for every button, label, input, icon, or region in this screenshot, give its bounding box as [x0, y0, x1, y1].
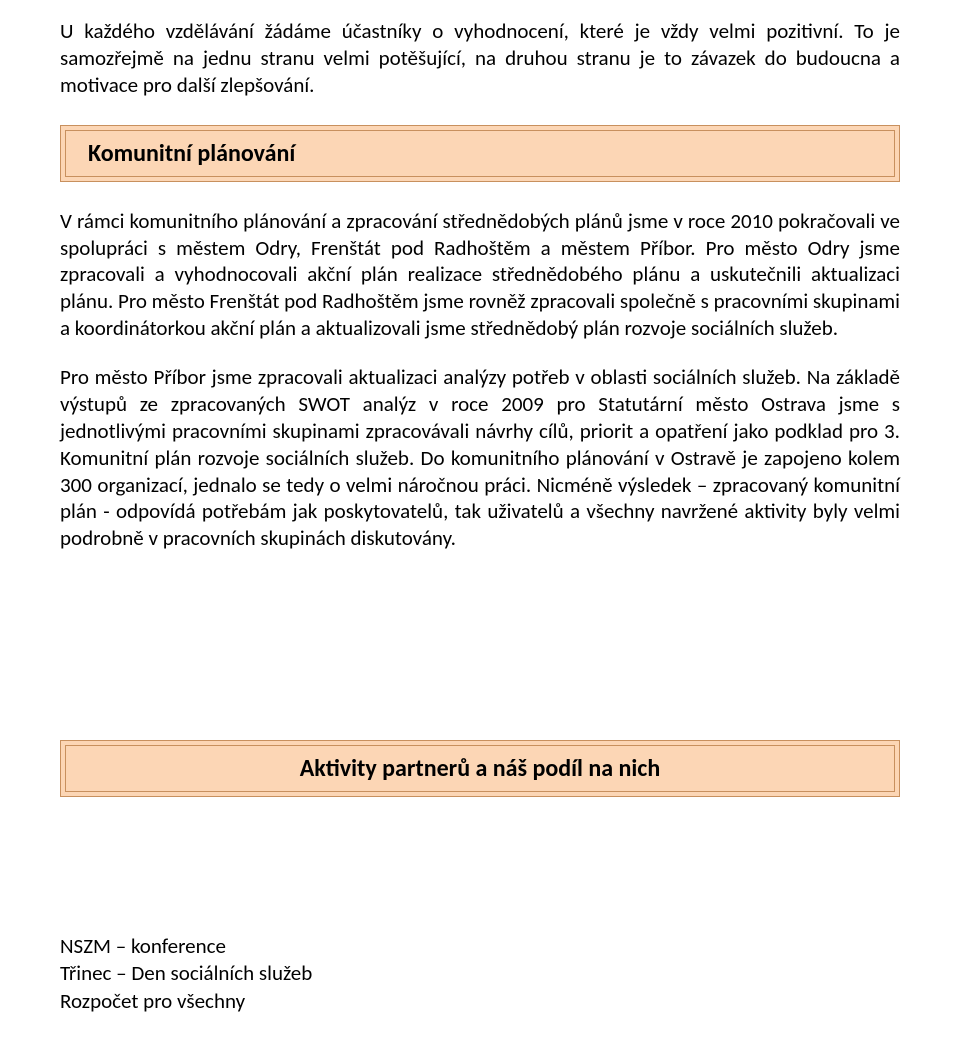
komunitni-paragraph-2: Pro město Příbor jsme zpracovali aktuali…: [60, 364, 900, 552]
heading-text: Aktivity partnerů a náš podíl na nich: [88, 754, 872, 783]
heading-aktivity-partneru: Aktivity partnerů a náš podíl na nich: [60, 740, 900, 797]
footer-line-2: Třinec – Den sociálních služeb: [60, 960, 900, 987]
page: U každého vzdělávání žádáme účastníky o …: [0, 0, 960, 1055]
footer-list: NSZM – konference Třinec – Den sociálníc…: [60, 933, 900, 1015]
heading-inner: Aktivity partnerů a náš podíl na nich: [65, 745, 895, 792]
footer-line-3: Rozpočet pro všechny: [60, 988, 900, 1015]
spacer: [60, 574, 900, 714]
heading-komunitni-planovani: Komunitní plánování: [60, 125, 900, 182]
spacer: [60, 823, 900, 933]
intro-paragraph: U každého vzdělávání žádáme účastníky o …: [60, 18, 900, 99]
heading-inner: Komunitní plánování: [65, 130, 895, 177]
heading-text: Komunitní plánování: [88, 139, 872, 168]
komunitni-paragraph-1: V rámci komunitního plánování a zpracová…: [60, 208, 900, 342]
footer-line-1: NSZM – konference: [60, 933, 900, 960]
